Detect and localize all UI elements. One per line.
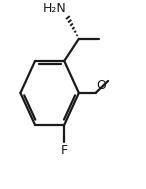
Text: F: F	[61, 144, 68, 157]
Text: O: O	[96, 79, 106, 92]
Text: H₂N: H₂N	[42, 2, 66, 15]
